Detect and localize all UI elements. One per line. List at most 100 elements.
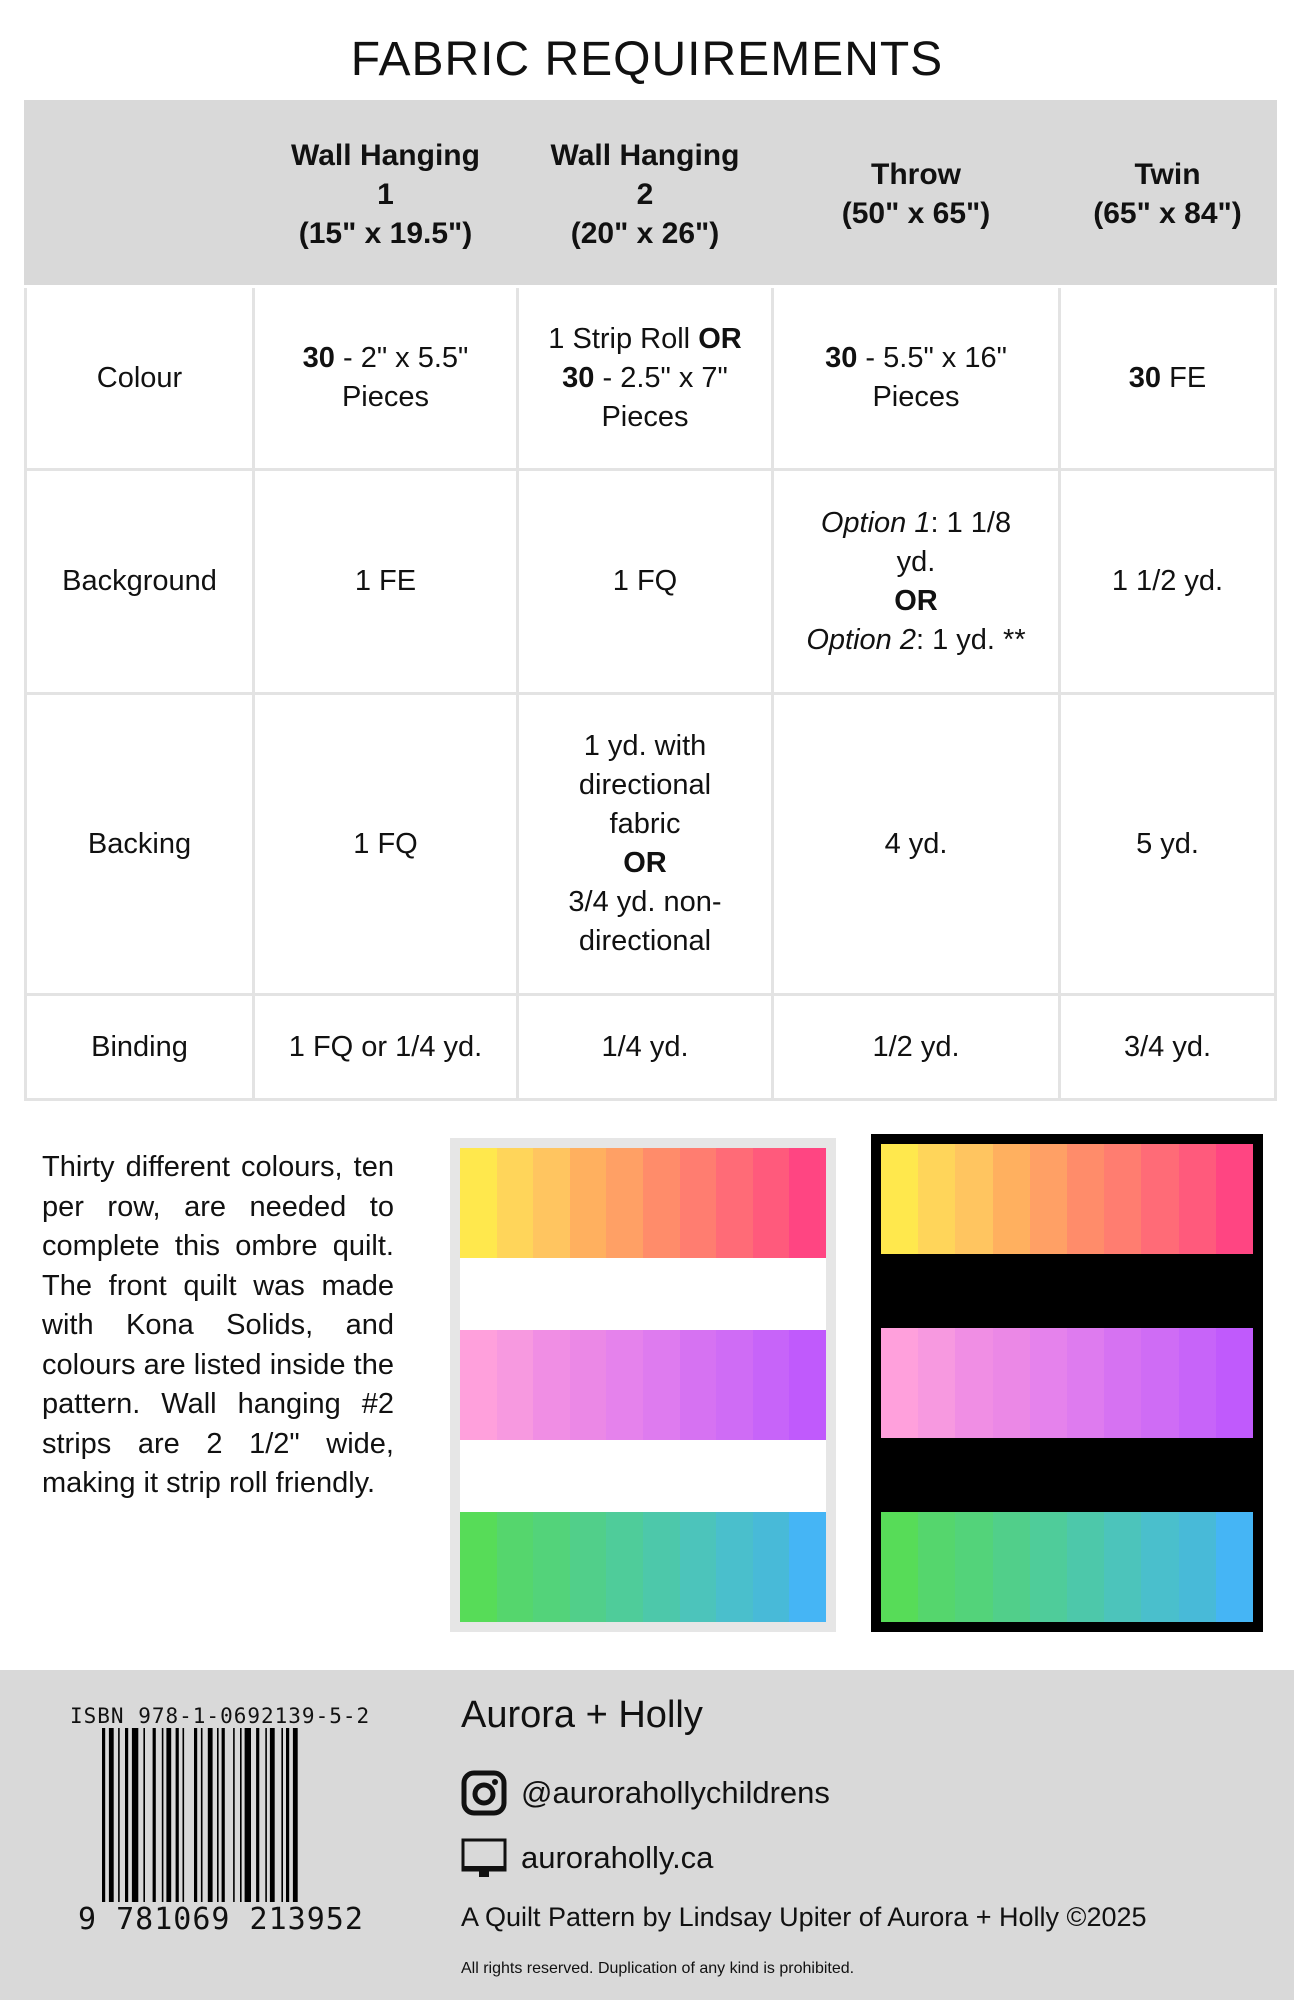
cell: 1 1/2 yd.	[1058, 468, 1277, 695]
fabric-swatch	[533, 1512, 570, 1622]
instagram-link[interactable]: @aurorahollychildrens	[461, 1770, 830, 1816]
monitor-icon	[461, 1838, 507, 1877]
cell: 30 FE	[1058, 285, 1277, 471]
table-row-binding: Binding 1 FQ or 1/4 yd. 1/4 yd. 1/2 yd. …	[24, 993, 1277, 1101]
fabric-swatch	[642, 1148, 680, 1258]
fabric-swatch	[789, 1330, 826, 1440]
fabric-swatch	[679, 1148, 717, 1258]
description: Thirty different colours, ten per row, a…	[42, 1151, 394, 1499]
fabric-swatch	[1141, 1512, 1179, 1622]
barcode-bar	[286, 1728, 290, 1906]
cell: 1/2 yd.	[771, 993, 1061, 1101]
fabric-swatch	[716, 1512, 753, 1622]
cell: 1 FQ or 1/4 yd.	[252, 993, 519, 1101]
fabric-swatch	[1215, 1144, 1254, 1254]
cell: 30 - 2" x 5.5" Pieces	[252, 285, 519, 471]
fabric-swatch	[918, 1328, 956, 1438]
fabric-swatch	[1029, 1328, 1068, 1438]
credit-line: A Quilt Pattern by Lindsay Upiter of Aur…	[461, 1902, 1147, 1932]
fabric-swatch	[716, 1330, 753, 1440]
header-twin: Twin (65" x 84")	[1058, 100, 1277, 288]
barcode-bar	[200, 1728, 203, 1906]
header-wall-hanging-2: Wall Hanging 2 (20" x 26")	[516, 100, 774, 288]
fabric-swatch	[881, 1512, 919, 1622]
website-link[interactable]: auroraholly.ca	[461, 1838, 713, 1878]
footer: ISBN 978-1-0692139-5-2 9 781069 213952 A…	[0, 1670, 1294, 2000]
fabric-swatch	[992, 1328, 1030, 1438]
fabric-swatch	[955, 1512, 993, 1622]
fabric-swatch	[606, 1330, 643, 1440]
fabric-swatch	[1104, 1144, 1142, 1254]
instagram-icon	[461, 1770, 507, 1816]
fabric-swatch	[1104, 1512, 1142, 1622]
fabric-swatch	[1067, 1144, 1105, 1254]
barcode-bar	[207, 1728, 213, 1906]
fabric-swatch	[642, 1330, 680, 1440]
fabric-swatch	[460, 1330, 497, 1440]
barcode-bar	[118, 1728, 120, 1906]
fabric-swatch	[918, 1512, 956, 1622]
quilt-strip	[881, 1328, 1254, 1438]
barcode-bar	[108, 1728, 114, 1918]
fabric-swatch	[1067, 1328, 1105, 1438]
barcode-bar	[194, 1728, 198, 1906]
fabric-swatch	[992, 1144, 1030, 1254]
fabric-swatch	[1178, 1512, 1216, 1622]
website-url: auroraholly.ca	[521, 1840, 714, 1875]
barcode-bar	[152, 1728, 156, 1906]
cell: Option 1: 1 1/8 yd. OR Option 2: 1 yd. **	[771, 468, 1061, 695]
barcode-bar	[161, 1728, 164, 1906]
barcode-image	[102, 1728, 298, 1918]
fabric-swatch	[955, 1144, 993, 1254]
cell: 1 FQ	[516, 468, 774, 695]
fabric-swatch	[460, 1512, 497, 1622]
fabric-swatch	[1215, 1328, 1254, 1438]
fabric-swatch	[789, 1148, 826, 1258]
barcode-bar	[175, 1728, 179, 1906]
cell: 30 - 5.5" x 16" Pieces	[771, 285, 1061, 471]
barcode-bar	[131, 1728, 139, 1906]
barcode-bar	[240, 1728, 242, 1906]
fabric-swatch	[1067, 1512, 1105, 1622]
quilt-strip	[881, 1144, 1254, 1254]
barcode-bar	[244, 1728, 251, 1906]
brand-name: Aurora + Holly	[461, 1694, 703, 1736]
barcode-bar	[125, 1728, 129, 1906]
barcode-bar	[166, 1728, 172, 1906]
barcode-bar	[269, 1728, 275, 1906]
header-throw: Throw (50" x 65")	[771, 100, 1061, 288]
fabric-swatch	[533, 1148, 570, 1258]
row-label: Binding	[24, 993, 255, 1101]
fabric-swatch	[569, 1148, 607, 1258]
cell: 1 FQ	[252, 692, 519, 996]
barcode-bar	[217, 1728, 219, 1906]
barcode-bar	[256, 1728, 260, 1906]
fabric-swatch	[918, 1144, 956, 1254]
row-label: Background	[24, 468, 255, 695]
fabric-swatch	[752, 1148, 790, 1258]
cell: 1/4 yd.	[516, 993, 774, 1101]
fabric-swatch	[1104, 1328, 1142, 1438]
fabric-swatch	[955, 1328, 993, 1438]
fabric-swatch	[496, 1148, 534, 1258]
fabric-requirements-table: Wall Hanging 1 (15" x 19.5") Wall Hanging 2…	[24, 100, 1277, 1101]
quilt-strip	[881, 1512, 1254, 1622]
quilt-strip	[460, 1330, 826, 1440]
fabric-swatch	[679, 1512, 717, 1622]
fabric-swatch	[881, 1328, 919, 1438]
barcode-bar	[182, 1728, 185, 1906]
cell: 4 yd.	[771, 692, 1061, 996]
barcode-bar	[233, 1728, 235, 1906]
quilt-strip	[460, 1512, 826, 1622]
fabric-swatch	[1178, 1144, 1216, 1254]
fabric-swatch	[606, 1148, 643, 1258]
barcode-number: 9 781069 213952	[76, 1902, 366, 1937]
fabric-swatch	[752, 1512, 790, 1622]
quilt-strip	[460, 1148, 826, 1258]
fabric-swatch	[1141, 1144, 1179, 1254]
row-label: Backing	[24, 692, 255, 996]
fabric-swatch	[789, 1512, 826, 1622]
quilt-preview-white-background	[450, 1138, 836, 1632]
barcode-bar	[221, 1728, 225, 1906]
cell: 1 yd. with directional fabric OR 3/4 yd. non…	[516, 692, 774, 996]
